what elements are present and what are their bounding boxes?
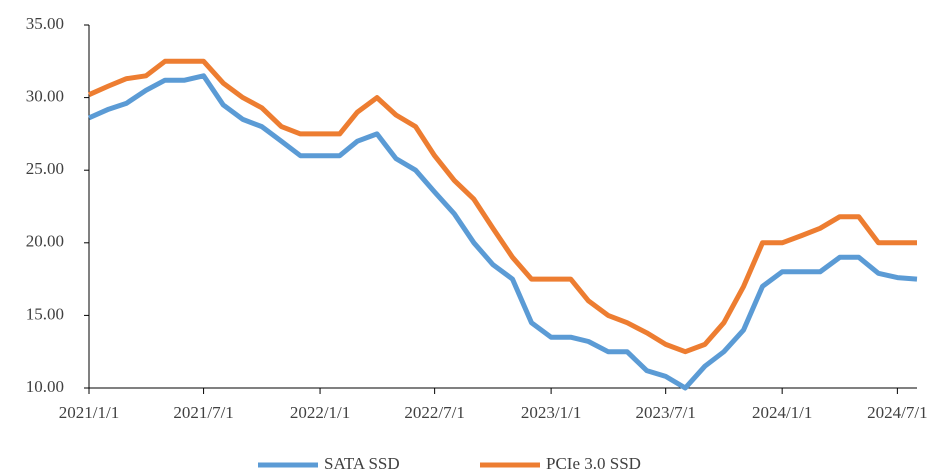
x-tick-label: 2024/1/1 — [752, 403, 812, 422]
legend-label: PCIe 3.0 SSD — [546, 454, 641, 473]
y-tick-label: 25.00 — [26, 159, 64, 178]
x-tick-label: 2022/1/1 — [290, 403, 350, 422]
x-tick-label: 2022/7/1 — [404, 403, 464, 422]
x-tick-label: 2023/1/1 — [521, 403, 581, 422]
y-tick-label: 35.00 — [26, 14, 64, 33]
series-line — [87, 73, 918, 391]
y-tick-label: 15.00 — [26, 304, 64, 323]
y-tick-label: 30.00 — [26, 87, 64, 106]
x-tick-label: 2021/7/1 — [173, 403, 233, 422]
y-tick-label: 20.00 — [26, 232, 64, 251]
x-tick-label: 2024/7/1 — [867, 403, 927, 422]
series-line — [87, 58, 917, 355]
x-tick-label: 2023/7/1 — [635, 403, 695, 422]
y-tick-label: 10.00 — [26, 377, 64, 396]
x-tick-label: 2021/1/1 — [59, 403, 119, 422]
legend-label: SATA SSD — [324, 454, 400, 473]
